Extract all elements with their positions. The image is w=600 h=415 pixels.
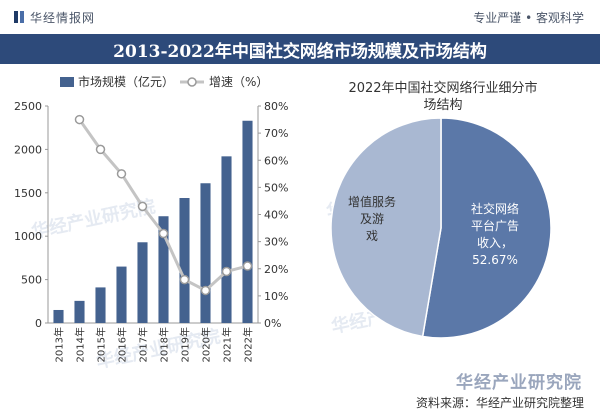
pie-title: 2022年中国社交网络行业细分市场结构: [348, 80, 537, 113]
bar: [95, 287, 106, 323]
x-tick-label: 2017年: [137, 327, 150, 362]
y-tick-label-left: 2500: [14, 100, 42, 113]
growth-point: [95, 144, 106, 155]
y-tick-label-left: 1000: [14, 230, 42, 243]
legend-swatch-marker: [187, 77, 197, 87]
growth-point: [221, 266, 232, 277]
brand-logo-icon: [14, 11, 24, 23]
bar: [137, 242, 148, 323]
x-tick-label: 2015年: [95, 327, 108, 362]
growth-point: [137, 201, 148, 212]
y-tick-label-left: 0: [35, 317, 42, 330]
growth-point: [116, 169, 127, 179]
y-tick-label-right: 20%: [264, 263, 288, 276]
x-tick-label: 2013年: [53, 327, 66, 362]
legend-swatch-bar: [60, 77, 74, 87]
title-banner: 2013-2022年中国社交网络市场规模及市场结构: [0, 34, 600, 64]
slogan: 专业严谨 • 客观科学: [473, 10, 584, 25]
y-tick-label-left: 2000: [14, 143, 42, 156]
y-tick-label-right: 40%: [264, 209, 288, 222]
growth-point: [200, 285, 211, 296]
y-tick-label-right: 60%: [264, 154, 288, 167]
y-tick-label-left: 1500: [14, 187, 42, 200]
pie-label-ad-revenue: 社交网络平台广告收入， 52.67%: [471, 201, 519, 267]
y-tick-label-right: 70%: [264, 127, 288, 140]
growth-point: [74, 114, 85, 125]
legend-label-line: 增速（%）: [209, 75, 268, 89]
bar: [53, 309, 64, 323]
growth-point: [158, 228, 169, 239]
y-tick-label-right: 10%: [264, 290, 288, 303]
pie-slice: [330, 117, 442, 338]
y-tick-label-right: 80%: [264, 100, 288, 113]
x-tick-label: 2022年: [242, 327, 255, 362]
bar: [74, 300, 85, 323]
bar: [221, 156, 232, 323]
x-tick-label: 2020年: [200, 327, 213, 362]
growth-point: [179, 274, 190, 285]
brand: 华经情报网: [14, 9, 95, 26]
x-tick-label: 2014年: [74, 327, 87, 362]
pie-slice: [421, 117, 552, 339]
y-tick-label-right: 50%: [264, 181, 288, 194]
x-tick-label: 2018年: [158, 327, 171, 362]
bar: [200, 183, 211, 323]
source-note: 资料来源：华经产业研究院整理: [415, 396, 584, 410]
bar: [158, 216, 169, 323]
y-tick-label-right: 30%: [264, 236, 288, 249]
top-bar: 华经情报网 专业严谨 • 客观科学: [0, 0, 600, 34]
legend-label-bar: 市场规模（亿元）: [78, 74, 174, 89]
y-tick-label-left: 500: [21, 274, 42, 287]
bar: [242, 120, 253, 323]
x-tick-label: 2016年: [116, 327, 129, 362]
page-title: 2013-2022年中国社交网络市场规模及市场结构: [113, 41, 487, 62]
brand-name: 华经情报网: [30, 10, 96, 25]
bar: [116, 266, 127, 323]
growth-point: [242, 261, 253, 271]
source-logo: 华经产业研究院: [456, 373, 582, 393]
pie-label-vas-games: 增值服务及游戏: [348, 194, 396, 243]
y-tick-label-right: 0%: [264, 317, 281, 330]
bar: [179, 198, 190, 323]
x-tick-label: 2021年: [221, 327, 234, 362]
x-tick-label: 2019年: [179, 327, 192, 362]
